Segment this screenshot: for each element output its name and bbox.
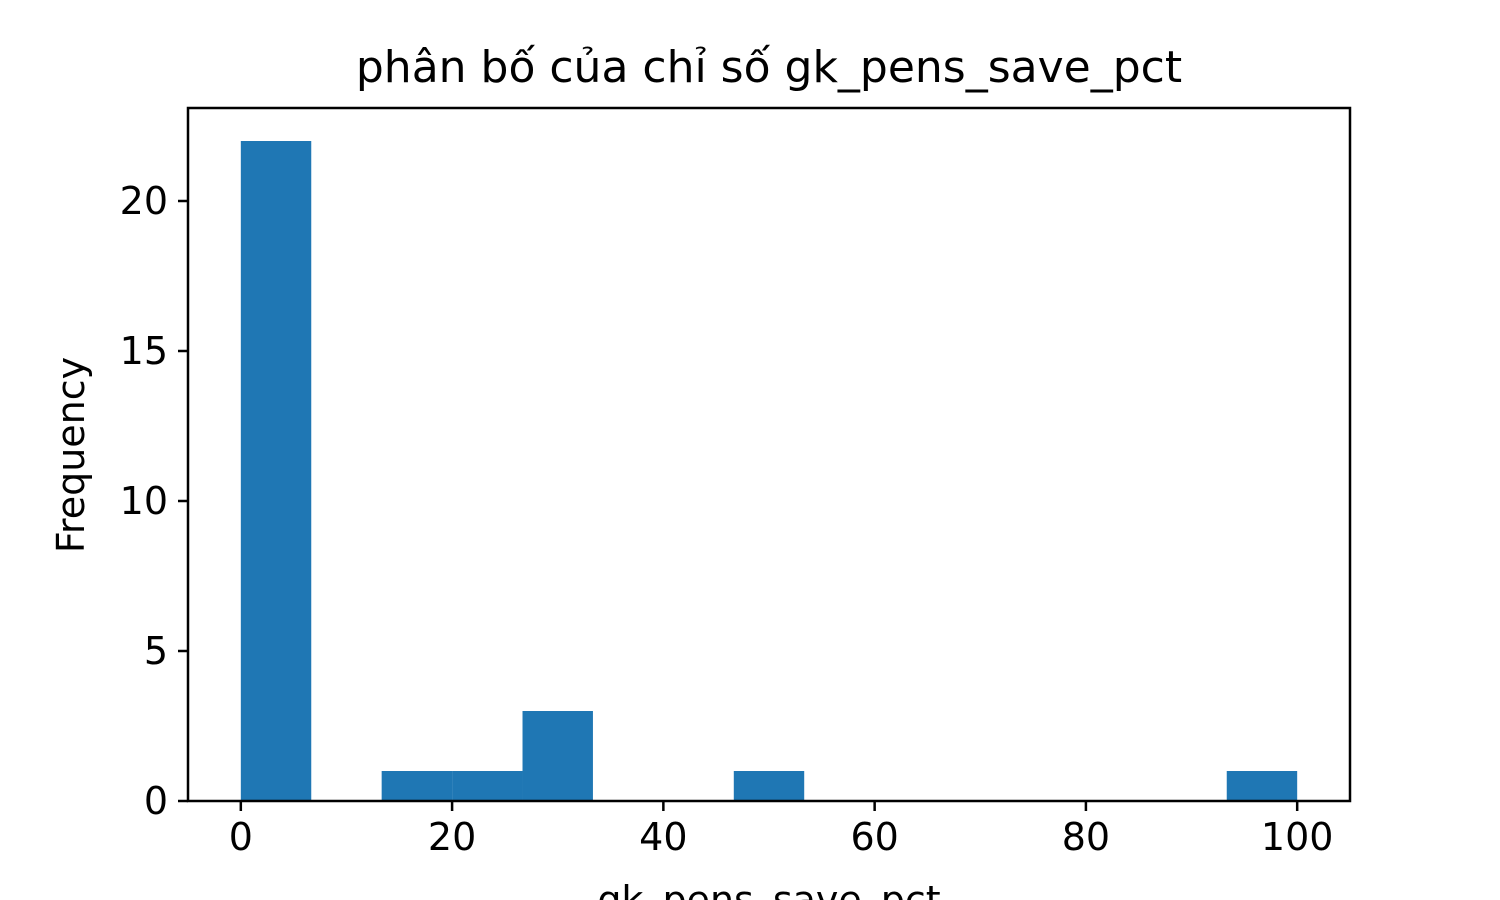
x-axis-ticks: 0 20 40 60 80 100 [229, 801, 1334, 859]
plot-frame [186, 106, 1352, 803]
x-tick-label: 60 [850, 815, 898, 859]
x-tick-label: 0 [229, 815, 253, 859]
x-tick-label: 40 [639, 815, 687, 859]
x-tick-label: 100 [1261, 815, 1334, 859]
x-axis-label: gk_pens_save_pct [597, 878, 940, 900]
bars-group [240, 141, 1298, 801]
y-axis-ticks: 0 5 10 15 20 [120, 179, 188, 823]
histogram-bar-0 [240, 141, 312, 801]
y-tick-label: 0 [144, 779, 168, 823]
y-axis-label: Frequency [49, 357, 93, 553]
chart-title: phân bố của chỉ số gk_pens_save_pct [356, 42, 1182, 93]
x-tick-label: 80 [1062, 815, 1110, 859]
histogram-bar-3 [452, 771, 523, 801]
histogram-bar-7 [733, 771, 805, 801]
histogram-bar-4 [522, 711, 593, 801]
x-tick-label: 20 [428, 815, 476, 859]
y-tick-label: 15 [120, 329, 168, 373]
y-tick-label: 20 [120, 179, 168, 223]
y-tick-label: 5 [144, 629, 168, 673]
histogram-bar-14 [1226, 771, 1298, 801]
y-tick-label: 10 [120, 479, 168, 523]
histogram-bar-2 [381, 771, 453, 801]
